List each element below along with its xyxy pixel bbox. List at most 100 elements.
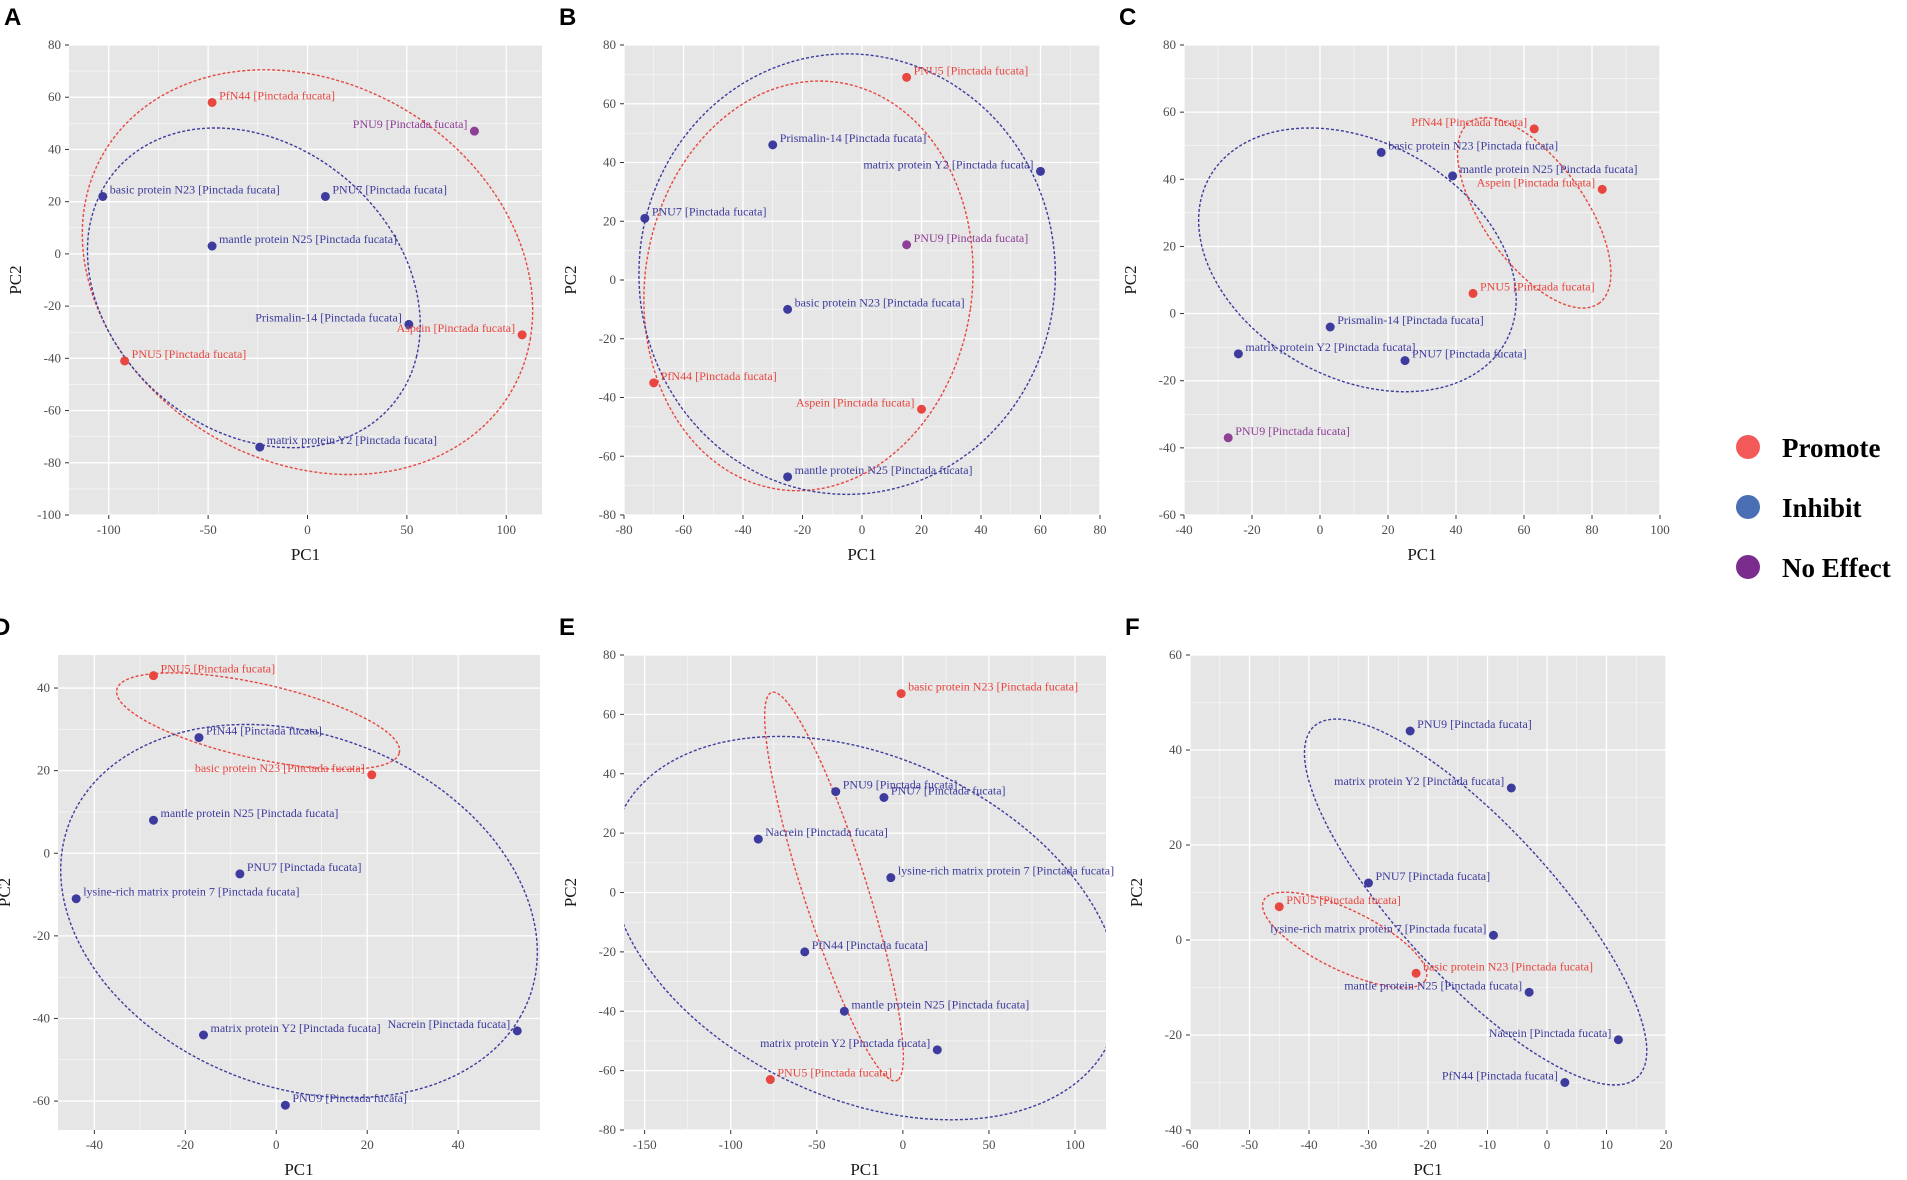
y-tick-label: 40 [1163, 171, 1176, 186]
grid-e [624, 654, 1106, 1131]
x-axis-title: PC1 [850, 1160, 879, 1179]
x-tick-label: -20 [794, 522, 811, 537]
point-label: PNU9 [Pinctada fucata] [914, 231, 1029, 245]
data-point [1036, 166, 1045, 176]
point-label: basic protein N23 [Pinctada fucata] [195, 761, 365, 775]
y-tick-label: 40 [1169, 742, 1182, 757]
x-tick-label: -60 [675, 522, 692, 537]
data-point [839, 1006, 849, 1016]
data-point [879, 793, 889, 802]
y-tick-label: 80 [1163, 37, 1176, 52]
data-point [886, 873, 896, 883]
y-tick-label: 0 [44, 845, 51, 860]
data-point [512, 1026, 522, 1036]
confidence-ellipse-promote [1456, 116, 1612, 309]
y-tick-label: 20 [603, 213, 616, 228]
point-label: mantle protein N25 [Pinctada fucata] [219, 232, 397, 246]
point-label: matrix protein Y2 [Pinctada fucata] [267, 433, 437, 447]
y-tick-label: -60 [599, 448, 616, 463]
y-tick-label: -40 [33, 1010, 50, 1025]
data-point [98, 191, 108, 201]
x-tick-label: 100 [496, 522, 516, 537]
data-point [71, 894, 81, 904]
y-tick-label: -20 [599, 944, 616, 959]
legend-swatch-inhibit [1736, 495, 1760, 519]
data-point [199, 1030, 209, 1040]
y-tick-label: 20 [1163, 238, 1176, 253]
panel-f: -60 -50 -40 -30 -20 -10 0 10 20 -40 -20 0 20 40 60 PC1 P… [1125, 614, 1673, 1179]
y-tick-label: -20 [599, 331, 616, 346]
point-label: mantle protein N25 [Pinctada fucata] [1344, 978, 1522, 992]
y-tick-label: 20 [48, 194, 61, 209]
point-label: lysine-rich matrix protein 7 [Pinctada f… [83, 885, 299, 899]
y-tick-label: 60 [1169, 647, 1182, 662]
data-point [194, 733, 204, 743]
data-point [1325, 322, 1335, 332]
grid-f [1189, 654, 1667, 1131]
data-point [404, 319, 414, 329]
point-label: Nacrein [Pinctada fucata] [1489, 1026, 1612, 1040]
point-label: basic protein N23 [Pinctada fucata] [110, 182, 280, 196]
point-label: PfN44 [Pinctada fucata] [812, 938, 928, 952]
y-tick-label: 20 [37, 763, 50, 778]
panel-letter-f: F [1125, 614, 1140, 641]
x-tick-label: 80 [1094, 522, 1107, 537]
x-tick-label: -100 [97, 522, 121, 537]
confidence-ellipse-inhibit [624, 735, 1106, 1121]
x-tick-label: -50 [1241, 1137, 1258, 1152]
points-a: PfN44 [Pinctada fucata] PNU9 [Pinctada fu… [98, 88, 527, 452]
data-point [207, 241, 217, 251]
data-point [753, 834, 763, 844]
y-tick-label: -20 [44, 298, 61, 313]
x-tick-label: -20 [1243, 522, 1260, 537]
point-label: mantle protein N25 [Pinctada fucata] [795, 463, 973, 477]
point-label: PNU5 [Pinctada fucata] [1480, 279, 1595, 293]
data-point [1411, 968, 1421, 978]
point-label: matrix protein Y2 [Pinctada fucata] [1245, 340, 1415, 354]
point-label: Nacrein [Pinctada fucata] [388, 1017, 511, 1031]
data-point [902, 72, 912, 82]
point-label: PfN44 [Pinctada fucata] [661, 369, 777, 383]
panel-b: -80 -60 -40 -20 0 20 40 60 80 -80 -60 -40 -20 0 20 40 60… [559, 4, 1107, 564]
x-tick-label: -10 [1479, 1137, 1496, 1152]
panel-letter-d: D [0, 614, 10, 641]
y-tick-label: 0 [55, 246, 62, 261]
confidence-ellipse-promote [81, 69, 534, 476]
y-tick-label: 0 [1176, 932, 1183, 947]
data-point [469, 126, 479, 136]
data-point [120, 356, 130, 366]
y-tick-label: 0 [1170, 306, 1177, 321]
point-label: Nacrein [Pinctada fucata] [765, 825, 888, 839]
grid-c [1183, 44, 1661, 516]
ellipses-b [638, 53, 1057, 496]
x-tick-label: -60 [1181, 1137, 1198, 1152]
y-tick-label: -20 [1165, 1027, 1182, 1042]
y-axis-title: PC2 [6, 265, 25, 294]
panel-letter-a: A [4, 4, 21, 31]
confidence-ellipse-inhibit [86, 127, 421, 449]
x-tick-label: 80 [1586, 522, 1599, 537]
y-tick-label: -40 [599, 1003, 616, 1018]
point-label: PNU9 [Pinctada fucata] [1417, 717, 1532, 731]
y-tick-label: -20 [1159, 373, 1176, 388]
y-tick-label: 80 [603, 647, 616, 662]
panel-letter-b: B [559, 4, 576, 31]
point-label: lysine-rich matrix protein 7 [Pinctada f… [898, 864, 1114, 878]
data-point [1529, 124, 1539, 134]
y-tick-label: -60 [44, 403, 61, 418]
data-point [1488, 930, 1498, 940]
y-tick-label: 60 [603, 96, 616, 111]
data-point [1448, 171, 1458, 181]
x-tick-label: -80 [615, 522, 632, 537]
data-point [1223, 433, 1233, 443]
x-tick-label: 20 [361, 1137, 374, 1152]
x-tick-label: -30 [1360, 1137, 1377, 1152]
x-tick-label: 40 [975, 522, 988, 537]
x-tick-label: 10 [1600, 1137, 1613, 1152]
data-point [932, 1045, 942, 1055]
x-axis-title: PC1 [1407, 545, 1436, 564]
x-tick-label: 60 [1518, 522, 1531, 537]
x-tick-label: -50 [808, 1137, 825, 1152]
data-point [148, 815, 158, 825]
point-label: PNU5 [Pinctada fucata] [777, 1066, 892, 1080]
